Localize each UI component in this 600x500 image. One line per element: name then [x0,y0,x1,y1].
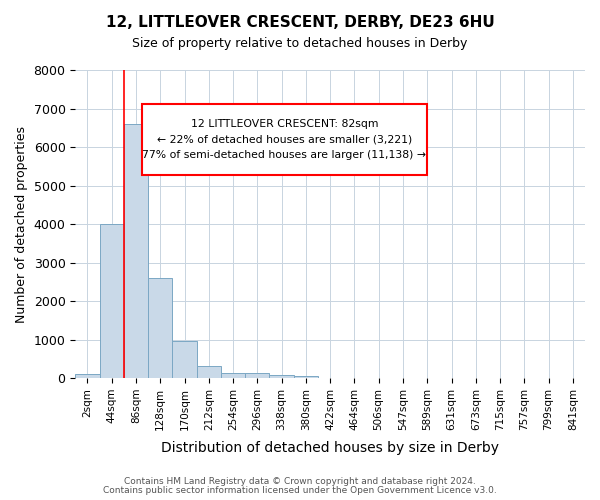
Bar [148,278,172,378]
Text: 12 LITTLEOVER CRESCENT: 82sqm
← 22% of detached houses are smaller (3,221)
77% o: 12 LITTLEOVER CRESCENT: 82sqm ← 22% of d… [142,118,426,160]
FancyBboxPatch shape [142,104,427,174]
Y-axis label: Number of detached properties: Number of detached properties [15,126,28,322]
Bar [75,374,100,378]
Bar [221,374,245,378]
Bar [124,124,148,378]
Text: Size of property relative to detached houses in Derby: Size of property relative to detached ho… [133,38,467,51]
Bar [245,374,269,378]
Bar [100,224,124,378]
Bar [172,342,197,378]
Bar [269,375,294,378]
Bar [294,376,318,378]
Text: Contains HM Land Registry data © Crown copyright and database right 2024.: Contains HM Land Registry data © Crown c… [124,477,476,486]
Text: Contains public sector information licensed under the Open Government Licence v3: Contains public sector information licen… [103,486,497,495]
Bar [197,366,221,378]
Text: 12, LITTLEOVER CRESCENT, DERBY, DE23 6HU: 12, LITTLEOVER CRESCENT, DERBY, DE23 6HU [106,15,494,30]
X-axis label: Distribution of detached houses by size in Derby: Distribution of detached houses by size … [161,441,499,455]
